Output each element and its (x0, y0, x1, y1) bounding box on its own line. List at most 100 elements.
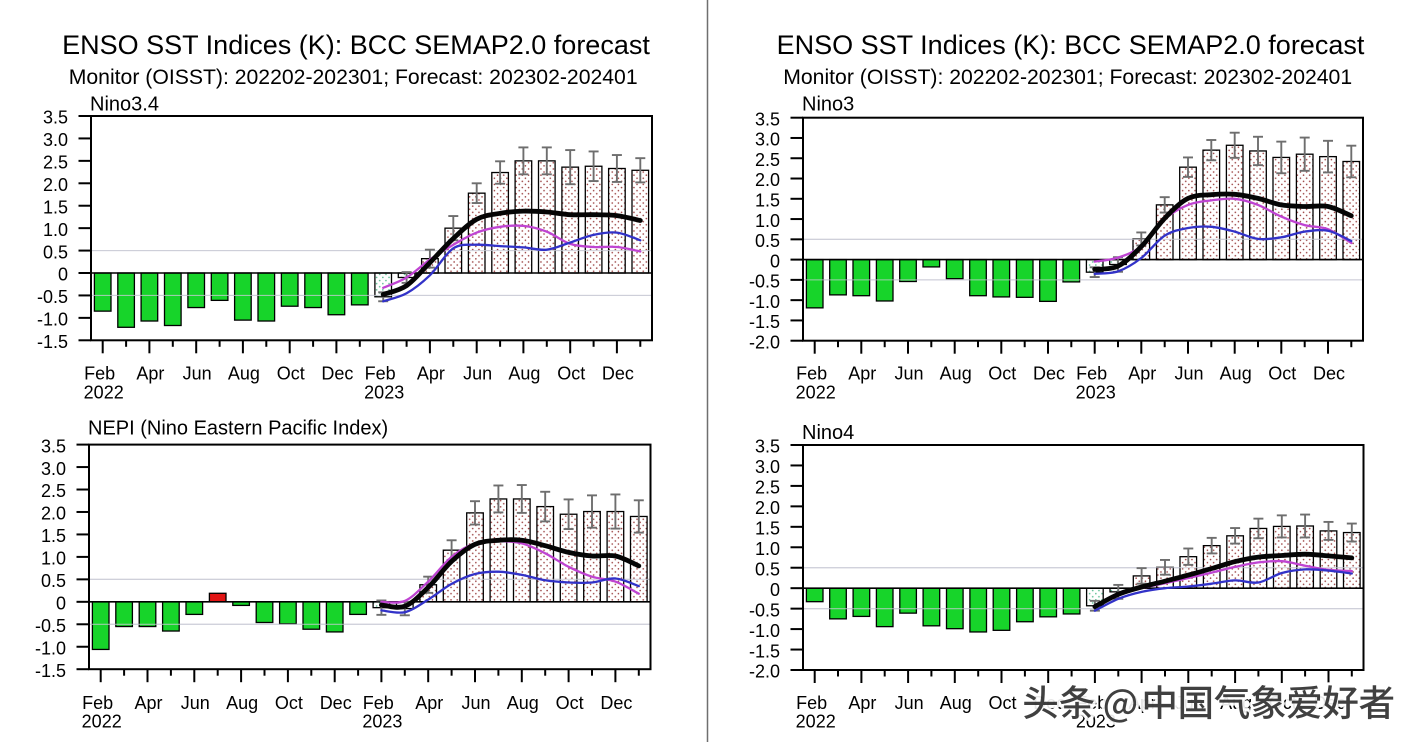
svg-text:-1.0: -1.0 (749, 292, 780, 312)
svg-text:3.0: 3.0 (755, 130, 780, 150)
svg-text:Dec: Dec (602, 364, 634, 384)
svg-text:2.5: 2.5 (755, 478, 780, 498)
svg-text:ENSO SST Indices (K): BCC SEMA: ENSO SST Indices (K): BCC SEMAP2.0 forec… (62, 30, 650, 60)
svg-text:2.5: 2.5 (43, 153, 68, 173)
svg-text:Feb: Feb (365, 364, 396, 384)
svg-text:0.5: 0.5 (755, 559, 780, 579)
svg-text:2.0: 2.0 (755, 170, 780, 190)
svg-text:1.5: 1.5 (755, 190, 780, 210)
svg-text:-0.5: -0.5 (749, 272, 780, 292)
svg-text:2023: 2023 (362, 711, 402, 731)
svg-text:Feb: Feb (82, 693, 113, 713)
svg-text:Feb: Feb (1076, 364, 1107, 384)
svg-text:Jun: Jun (181, 693, 210, 713)
svg-text:0.5: 0.5 (43, 242, 68, 262)
svg-text:-1.0: -1.0 (37, 310, 68, 330)
svg-text:Oct: Oct (988, 693, 1016, 713)
svg-text:-0.5: -0.5 (37, 287, 68, 307)
svg-text:3.0: 3.0 (43, 130, 68, 150)
svg-text:Oct: Oct (988, 364, 1016, 384)
svg-text:3.5: 3.5 (41, 436, 66, 456)
svg-text:Nino4: Nino4 (802, 422, 854, 444)
svg-text:-2.0: -2.0 (749, 662, 780, 682)
svg-text:2022: 2022 (82, 711, 122, 731)
svg-text:3.5: 3.5 (43, 108, 68, 128)
svg-text:2.0: 2.0 (755, 498, 780, 518)
svg-text:0.5: 0.5 (41, 571, 66, 591)
svg-text:3.0: 3.0 (755, 457, 780, 477)
svg-text:3.5: 3.5 (755, 109, 780, 129)
svg-text:2.5: 2.5 (755, 150, 780, 170)
svg-text:Nino3.4: Nino3.4 (90, 93, 159, 115)
svg-text:Monitor (OISST): 202202-202301: Monitor (OISST): 202202-202301; Forecast… (783, 66, 1352, 89)
svg-text:Aug: Aug (508, 364, 540, 384)
svg-text:Jun: Jun (183, 364, 212, 384)
svg-text:Jun: Jun (1174, 364, 1203, 384)
svg-text:Feb: Feb (363, 693, 394, 713)
svg-text:-1.5: -1.5 (749, 312, 780, 332)
svg-text:0: 0 (58, 265, 68, 285)
svg-text:Apr: Apr (136, 364, 164, 384)
svg-text:-1.5: -1.5 (37, 332, 68, 352)
svg-text:2.0: 2.0 (41, 504, 66, 524)
svg-text:1.5: 1.5 (755, 519, 780, 539)
svg-text:2023: 2023 (364, 383, 404, 403)
svg-text:Aug: Aug (940, 364, 972, 384)
svg-text:1.0: 1.0 (43, 220, 68, 240)
svg-text:Monitor (OISST): 202202-202301: Monitor (OISST): 202202-202301; Forecast… (69, 66, 638, 89)
svg-text:2.0: 2.0 (43, 175, 68, 195)
svg-text:Oct: Oct (557, 364, 585, 384)
svg-text:NEPI (Nino Eastern Pacific Ind: NEPI (Nino Eastern Pacific Index) (88, 417, 388, 439)
svg-text:ENSO SST Indices (K): BCC SEMA: ENSO SST Indices (K): BCC SEMAP2.0 forec… (777, 30, 1365, 60)
svg-text:Apr: Apr (848, 693, 876, 713)
svg-text:Jun: Jun (461, 693, 490, 713)
svg-text:Apr: Apr (1128, 364, 1156, 384)
svg-text:Feb: Feb (84, 364, 115, 384)
svg-text:1.5: 1.5 (43, 197, 68, 217)
svg-text:2022: 2022 (796, 383, 836, 403)
svg-text:Feb: Feb (796, 693, 827, 713)
svg-text:Aug: Aug (226, 693, 258, 713)
svg-text:Oct: Oct (275, 693, 303, 713)
svg-text:0.5: 0.5 (755, 231, 780, 251)
svg-text:Jun: Jun (463, 364, 492, 384)
svg-text:Feb: Feb (796, 364, 827, 384)
svg-text:1.0: 1.0 (755, 211, 780, 231)
svg-text:Apr: Apr (848, 364, 876, 384)
svg-text:1.5: 1.5 (41, 526, 66, 546)
svg-text:0: 0 (56, 594, 66, 614)
svg-text:-1.0: -1.0 (749, 621, 780, 641)
svg-text:Oct: Oct (556, 693, 584, 713)
svg-text:Apr: Apr (134, 693, 162, 713)
svg-text:Apr: Apr (415, 693, 443, 713)
svg-text:2022: 2022 (84, 383, 124, 403)
svg-text:-2.0: -2.0 (749, 332, 780, 352)
svg-text:Aug: Aug (507, 693, 539, 713)
svg-text:3.0: 3.0 (41, 459, 66, 479)
svg-text:Aug: Aug (228, 364, 260, 384)
svg-text:Nino3: Nino3 (802, 93, 854, 115)
svg-text:-0.5: -0.5 (35, 616, 66, 636)
svg-text:Apr: Apr (417, 364, 445, 384)
svg-text:Jun: Jun (894, 364, 923, 384)
svg-text:Dec: Dec (600, 693, 632, 713)
svg-text:2023: 2023 (1076, 383, 1116, 403)
svg-text:Dec: Dec (320, 693, 352, 713)
svg-text:Dec: Dec (1033, 364, 1065, 384)
svg-text:Aug: Aug (1220, 364, 1252, 384)
svg-text:-1.0: -1.0 (35, 638, 66, 658)
svg-text:Aug: Aug (940, 693, 972, 713)
svg-text:2.5: 2.5 (41, 481, 66, 501)
svg-text:Dec: Dec (321, 364, 353, 384)
svg-text:Oct: Oct (277, 364, 305, 384)
svg-text:-0.5: -0.5 (749, 600, 780, 620)
svg-text:3.5: 3.5 (755, 437, 780, 457)
svg-text:2022: 2022 (796, 711, 836, 731)
svg-text:Oct: Oct (1268, 364, 1296, 384)
svg-text:-1.5: -1.5 (35, 661, 66, 681)
svg-text:0: 0 (770, 580, 780, 600)
svg-text:-1.5: -1.5 (749, 641, 780, 661)
svg-text:1.0: 1.0 (755, 539, 780, 559)
svg-text:Jun: Jun (895, 693, 924, 713)
svg-text:1.0: 1.0 (41, 549, 66, 569)
